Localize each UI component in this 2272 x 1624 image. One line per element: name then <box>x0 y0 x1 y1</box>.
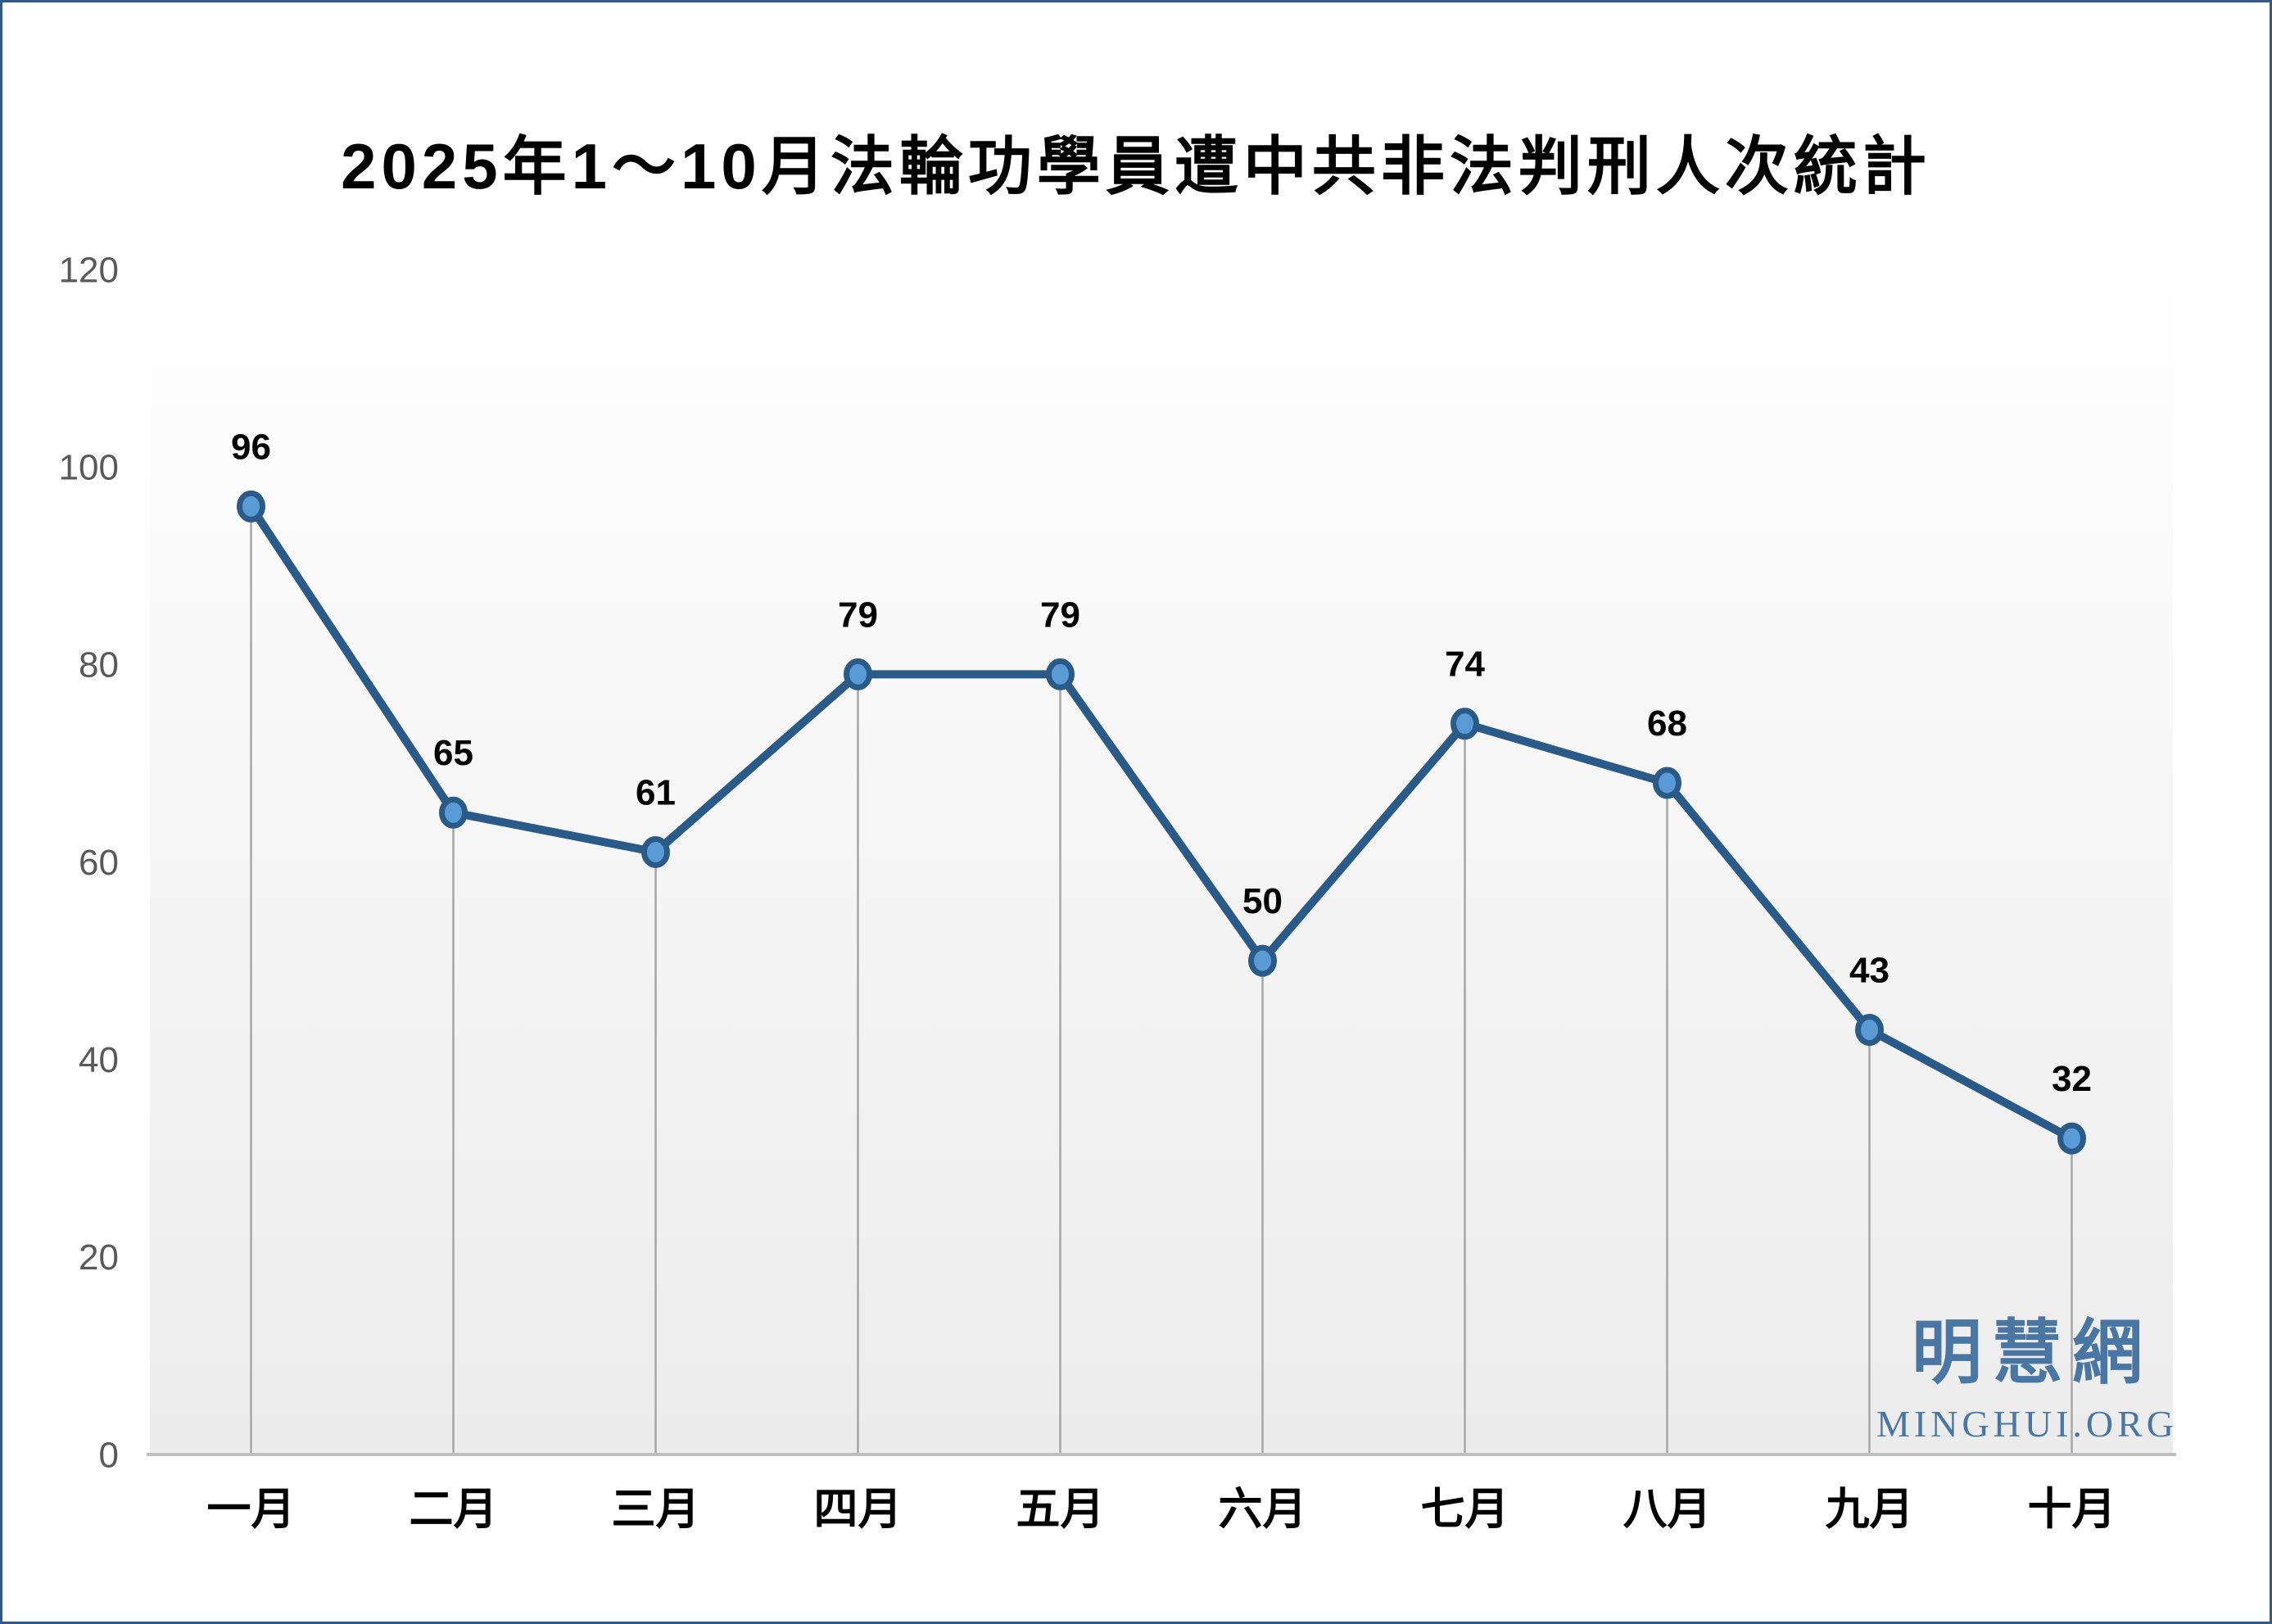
y-tick-label: 100 <box>59 448 119 488</box>
y-tick-label: 0 <box>99 1435 119 1475</box>
x-category-label: 五月 <box>1016 1485 1105 1534</box>
data-point-label: 61 <box>636 772 676 812</box>
data-line <box>247 502 2076 1143</box>
x-category-label: 三月 <box>612 1485 700 1534</box>
y-tick-label: 60 <box>79 843 119 883</box>
plot-area <box>150 269 2173 1454</box>
data-point-marker[interactable] <box>1046 658 1075 690</box>
y-tick-label: 80 <box>79 645 119 685</box>
x-category-label: 九月 <box>1826 1485 1914 1534</box>
data-point-marker[interactable] <box>1451 708 1479 740</box>
data-point-marker[interactable] <box>641 835 670 868</box>
x-category-label: 六月 <box>1219 1485 1307 1534</box>
data-point-marker[interactable] <box>1855 1013 1884 1046</box>
data-point-label: 79 <box>838 595 878 635</box>
y-tick-label: 120 <box>59 250 119 290</box>
data-point-label: 96 <box>231 427 271 467</box>
x-category-label: 八月 <box>1623 1485 1712 1534</box>
data-point-label: 79 <box>1040 595 1080 635</box>
data-point-label: 65 <box>433 733 473 773</box>
data-point-label: 50 <box>1242 881 1283 921</box>
data-point-marker[interactable] <box>2057 1122 2086 1155</box>
data-point-marker[interactable] <box>439 796 468 829</box>
y-tick-label: 20 <box>79 1237 119 1278</box>
x-category-label: 十月 <box>2028 1485 2116 1534</box>
data-point-label: 68 <box>1647 703 1687 744</box>
x-category-label: 七月 <box>1421 1485 1509 1534</box>
data-point-label: 32 <box>2052 1059 2092 1099</box>
y-tick-label: 40 <box>79 1040 119 1080</box>
data-point-marker[interactable] <box>844 658 872 690</box>
x-category-label: 一月 <box>207 1485 296 1534</box>
x-category-label: 二月 <box>410 1485 498 1534</box>
data-point-marker[interactable] <box>1653 767 1681 799</box>
chart-title: 2025年1～10月法輪功學員遭中共非法判刑人次統計 <box>341 130 1931 202</box>
data-point-marker[interactable] <box>1248 944 1277 977</box>
data-point-label: 43 <box>1849 950 1890 990</box>
x-category-label: 四月 <box>814 1485 903 1534</box>
data-point-label: 74 <box>1445 645 1485 685</box>
data-point-marker[interactable] <box>237 490 265 522</box>
